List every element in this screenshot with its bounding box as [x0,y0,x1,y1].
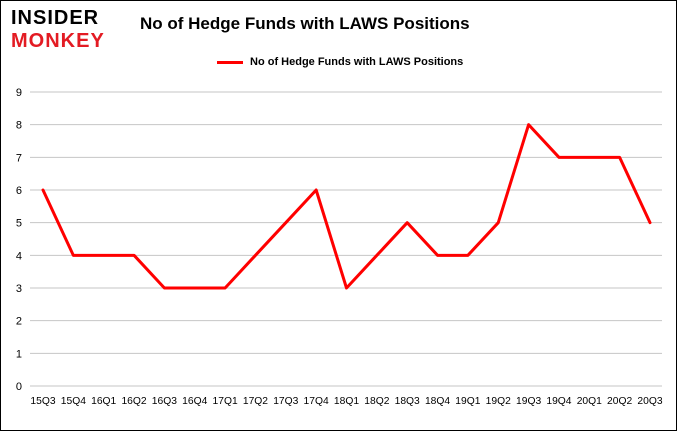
logo-word-monkey: MONKEY [11,30,105,52]
x-tick-label: 18Q3 [395,396,420,407]
x-tick-label: 16Q3 [152,396,177,407]
y-tick-label: 7 [16,152,22,164]
x-tick-label: 17Q4 [304,396,329,407]
x-tick-label: 20Q2 [607,396,632,407]
x-tick-label: 19Q4 [546,396,571,407]
x-tick-label: 19Q2 [486,396,511,407]
x-tick-label: 16Q4 [182,396,207,407]
x-tick-label: 16Q2 [121,396,146,407]
y-tick-label: 9 [16,87,22,99]
data-line-series [41,123,652,290]
y-tick-label: 5 [16,218,22,230]
y-tick-label: 2 [16,316,22,328]
y-tick-label: 0 [16,381,22,393]
y-tick-label: 8 [16,120,22,132]
x-tick-label: 15Q3 [30,396,55,407]
legend-line-swatch [217,60,243,64]
x-tick-label: 18Q1 [334,396,359,407]
x-tick-label: 20Q1 [577,396,602,407]
x-tick-label: 17Q2 [243,396,268,407]
y-tick-label: 6 [16,185,22,197]
legend-label: No of Hedge Funds with LAWS Positions [250,56,464,68]
x-tick-label: 19Q3 [516,396,541,407]
x-tick-label: 17Q3 [273,396,298,407]
x-tick-label: 18Q2 [364,396,389,407]
x-tick-label: 18Q4 [425,396,450,407]
chart-title: No of Hedge Funds with LAWS Positions [140,14,470,33]
y-tick-label: 3 [16,283,22,295]
legend: No of Hedge Funds with LAWS Positions [217,56,463,68]
x-tick-label: 15Q4 [61,396,86,407]
x-tick-label: 19Q1 [455,396,480,407]
logo-word-insider: INSIDER [11,7,100,29]
x-tick-label: 16Q1 [91,396,116,407]
y-tick-label: 1 [16,348,22,360]
x-tick-label: 17Q1 [212,396,237,407]
x-tick-label: 20Q3 [637,396,662,407]
y-tick-label: 4 [16,250,22,262]
insider-monkey-logo: INSIDER MONKEY [11,8,105,51]
